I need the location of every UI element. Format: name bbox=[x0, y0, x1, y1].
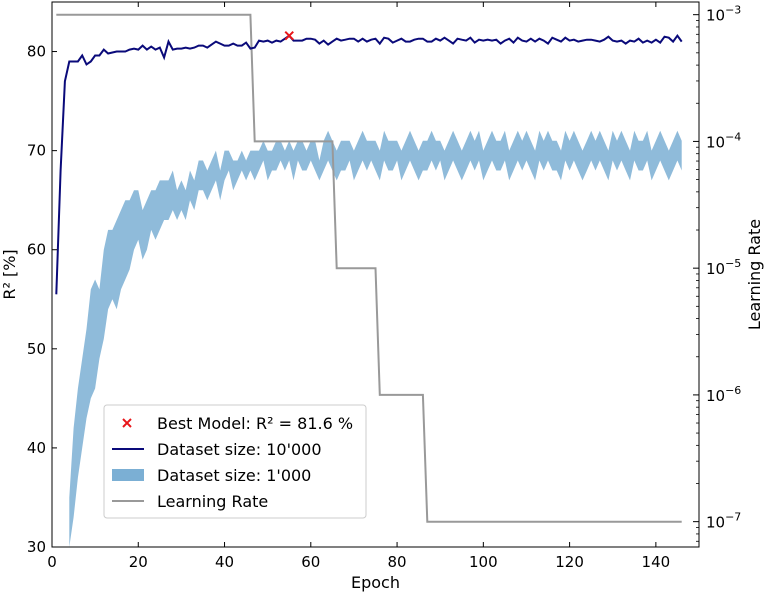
y-right-tick-label: 10−6 bbox=[706, 384, 741, 405]
x-tick-label: 140 bbox=[642, 553, 671, 571]
y-left-tick-label: 70 bbox=[27, 142, 46, 160]
legend-label-small: Dataset size: 1'000 bbox=[157, 466, 311, 485]
x-tick-label: 120 bbox=[555, 553, 584, 571]
learning-rate-layer bbox=[56, 13, 682, 523]
y-left-tick-label: 40 bbox=[27, 439, 46, 457]
large-dataset-layer bbox=[55, 34, 683, 295]
y-left-axis-ticks: 30 40 50 60 70 80 bbox=[27, 43, 57, 556]
legend-small-swatch bbox=[112, 469, 144, 481]
y-left-tick-label: 50 bbox=[27, 340, 46, 358]
best-model-marker bbox=[284, 30, 294, 41]
plot-frame bbox=[51, 1, 700, 548]
y-left-tick-label: 60 bbox=[27, 241, 46, 259]
x-tick-label: 60 bbox=[301, 553, 320, 571]
y-right-axis-label: Learning Rate bbox=[745, 219, 764, 330]
y-right-tick-label: 10−7 bbox=[706, 511, 741, 532]
x-axis-label: Epoch bbox=[351, 573, 400, 592]
legend-best-marker bbox=[122, 418, 132, 428]
learning-rate-line bbox=[56, 13, 682, 523]
legend-label-lr: Learning Rate bbox=[157, 492, 268, 511]
x-axis-ticks: 0 20 40 60 80 100 120 140 bbox=[47, 2, 670, 571]
y-left-axis-label: R² [%] bbox=[0, 249, 19, 299]
best-model-layer bbox=[284, 30, 294, 41]
y-right-axis-ticks: 10−7 10−6 10−5 10−4 10−3 bbox=[693, 4, 741, 542]
x-tick-label: 100 bbox=[469, 553, 498, 571]
y-right-tick-label: 10−4 bbox=[706, 130, 741, 151]
legend-frame bbox=[103, 404, 367, 519]
y-left-tick-label: 30 bbox=[27, 538, 46, 556]
x-tick-label: 80 bbox=[388, 553, 407, 571]
x-tick-label: 40 bbox=[215, 553, 234, 571]
legend-label-best: Best Model: R² = 81.6 % bbox=[157, 414, 353, 433]
y-right-tick-label: 10−3 bbox=[706, 4, 741, 25]
legend-label-large: Dataset size: 10'000 bbox=[157, 440, 322, 459]
y-left-tick-label: 80 bbox=[27, 43, 46, 61]
x-tick-label: 20 bbox=[129, 553, 148, 571]
large-dataset-line bbox=[55, 34, 683, 295]
y-right-tick-label: 10−5 bbox=[706, 257, 741, 278]
legend: Best Model: R² = 81.6 % Dataset size: 10'… bbox=[103, 404, 367, 519]
x-tick-label: 0 bbox=[47, 553, 57, 571]
